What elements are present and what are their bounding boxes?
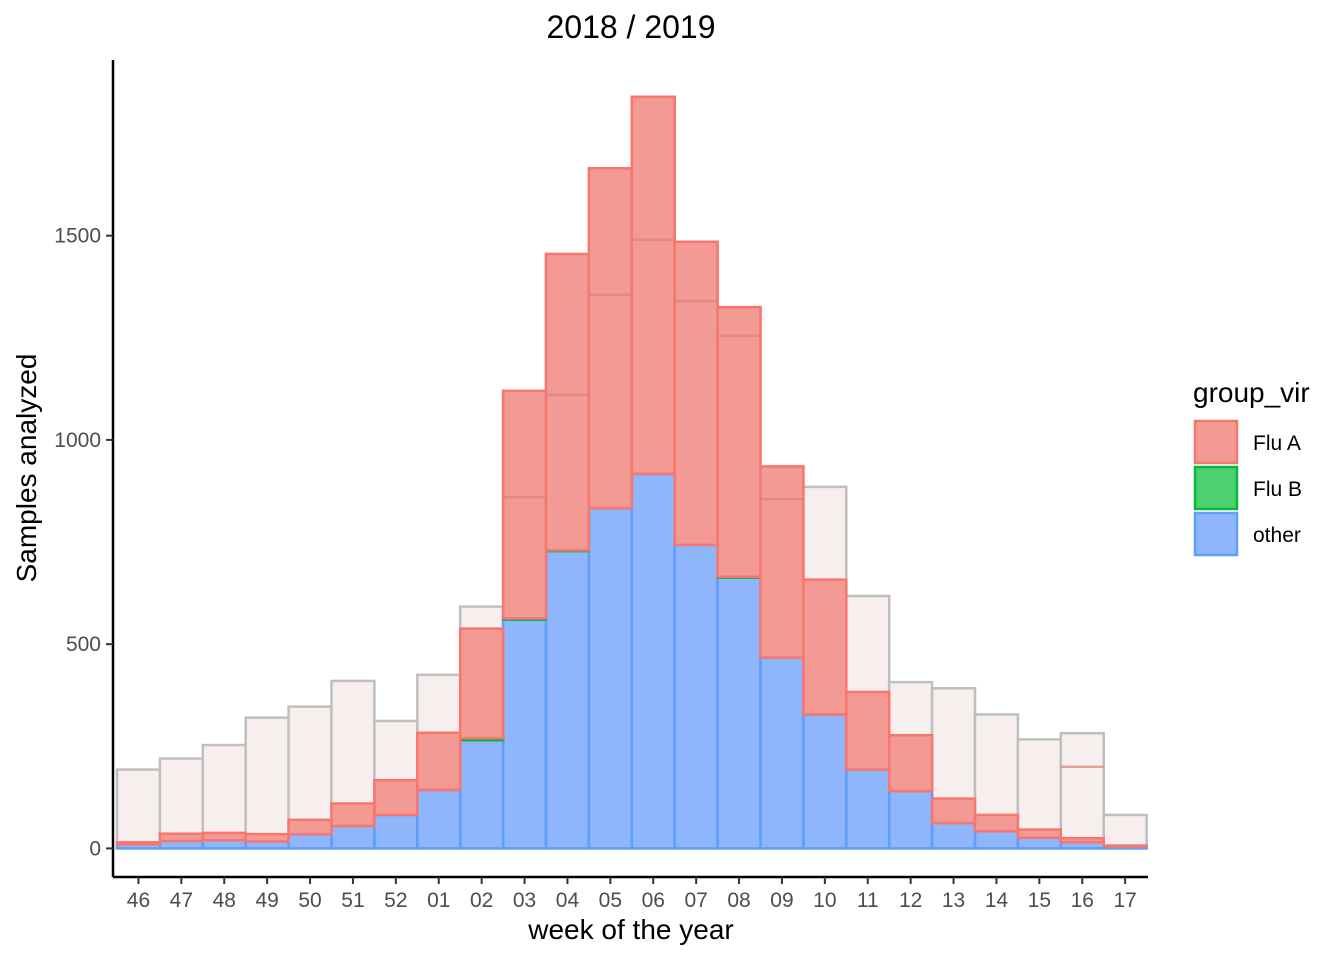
x-tick-label-02: 02 [470,889,493,912]
flu-a-bar-52 [373,778,419,817]
y-tick-label-0: 0 [89,837,101,860]
y-axis-title: Samples analyzed [11,354,42,583]
other-bar-50 [287,832,333,850]
x-tick-label-50: 50 [298,889,321,912]
x-tick-label-09: 09 [770,889,793,912]
legend-title: group_vir [1193,377,1310,408]
flu-a-bar-02 [458,627,505,740]
other-bar-06 [630,472,676,850]
other-bar-12 [887,789,934,850]
x-tick-label-05: 05 [599,889,622,912]
flu-a-bar-06 [630,95,676,476]
x-tick-label-17: 17 [1113,889,1136,912]
flu-a-bar-03 [501,389,548,620]
flu-a-bar-15 [1016,828,1063,840]
flu-a-bar-12 [887,734,934,793]
other-bar-03 [501,618,548,850]
flu-a-bar-17 [1102,844,1148,848]
axes-layer: 0 500 1000 1500 46 47 48 49 50 51 52 01 02 03 04 05 06 07… [54,60,1148,912]
flu-a-bar-14 [973,813,1020,833]
other-bar-52 [373,813,419,850]
other-bar-14 [973,829,1020,850]
x-axis-title: week of the year [527,914,733,945]
flu-a-bar-48 [201,831,247,842]
other-bar-13 [930,821,977,850]
flu-a-bar-51 [330,802,376,828]
other-bar-09 [759,656,805,850]
y-tick-label-1000: 1000 [54,429,101,452]
flu-a-bar-05 [587,167,634,510]
flu-a-bar-11 [845,690,891,771]
other-bar-02 [458,738,505,850]
total-bar-16 [1059,731,1105,850]
other-bar-10 [802,713,848,850]
x-tick-label-52: 52 [384,889,407,912]
x-tick-label-15: 15 [1028,889,1051,912]
flu-a-bar-08 [716,305,762,579]
flu-a-bar-09 [759,465,805,659]
legend-key-other [1193,511,1239,557]
x-tick-label-47: 47 [170,889,193,912]
legend-key-flu-b [1193,465,1239,511]
x-tick-label-51: 51 [341,889,364,912]
x-tick-label-01: 01 [427,889,450,912]
legend-label-flu-a: Flu A [1253,432,1301,455]
x-tick-label-49: 49 [255,889,278,912]
flu-a-bar-47 [158,832,205,843]
x-tick-label-03: 03 [513,889,536,912]
x-tick-label-48: 48 [213,889,236,912]
total-bar-49 [244,716,290,850]
flu-a-bar-13 [930,797,977,825]
other-bar-07 [673,543,719,850]
x-tick-label-13: 13 [942,889,965,912]
x-tick-label-11: 11 [857,889,879,912]
bars-layer [115,95,1148,850]
other-bar-01 [416,788,462,850]
flu-a-bar-01 [416,731,462,792]
flu-a-bar-49 [244,832,290,843]
total-bar-46 [115,768,162,850]
x-tick-label-07: 07 [684,889,707,912]
flu-a-bar-16 [1059,836,1105,844]
chart-title: 2018 / 2019 [546,9,715,45]
legend-label-flu-b: Flu B [1253,478,1302,501]
legend: group_vir Flu A Flu B other [1193,377,1310,557]
x-tick-label-04: 04 [556,889,580,912]
x-tick-label-10: 10 [813,889,836,912]
flu-a-bar-07 [673,240,719,547]
x-tick-label-14: 14 [985,889,1009,912]
x-tick-label-06: 06 [642,889,665,912]
other-bar-04 [544,549,591,850]
x-tick-label-16: 16 [1071,889,1094,912]
flu-a-bar-50 [287,818,333,836]
y-tick-label-500: 500 [66,633,101,656]
total-bar-17 [1102,813,1148,850]
other-bar-15 [1016,836,1063,850]
legend-label-other: other [1253,524,1301,547]
other-bar-11 [845,768,891,850]
flu-a-bar-10 [802,578,848,716]
flu-a-bar-04 [544,252,591,552]
x-tick-label-46: 46 [127,889,150,912]
other-bar-05 [587,506,634,850]
other-bar-08 [716,576,762,850]
x-tick-label-12: 12 [899,889,922,912]
flu-a-bar-46 [115,841,162,846]
legend-key-flu-a [1193,419,1239,465]
other-bar-51 [330,824,376,850]
y-tick-label-1500: 1500 [54,225,101,248]
x-tick-label-08: 08 [727,889,750,912]
